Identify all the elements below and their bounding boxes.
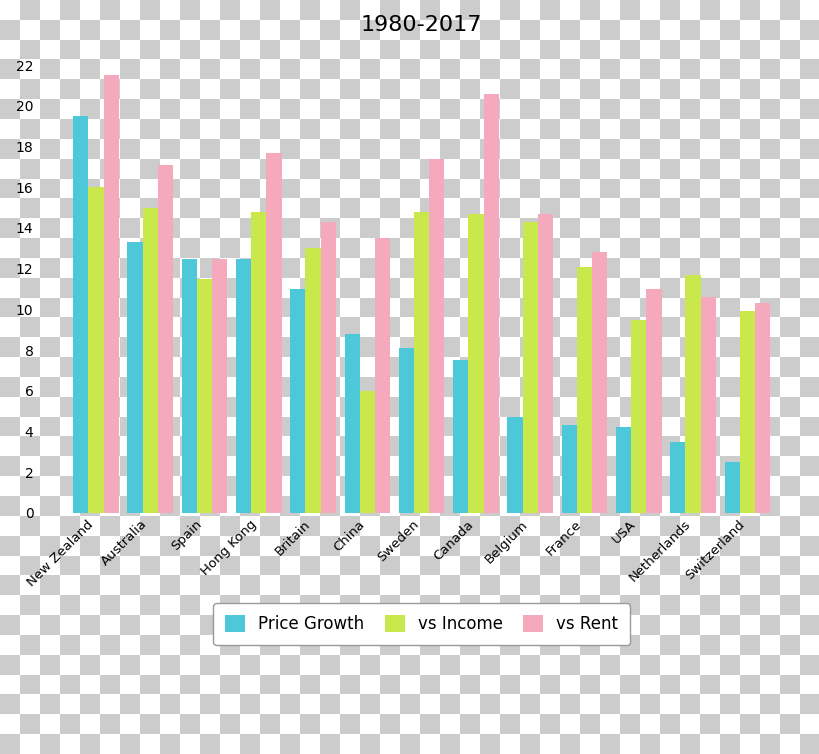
Bar: [305, 248, 320, 513]
Bar: [685, 274, 699, 513]
Bar: [591, 253, 607, 513]
Bar: [754, 303, 769, 513]
Bar: [127, 242, 143, 513]
Bar: [320, 222, 336, 513]
Bar: [374, 238, 390, 513]
Bar: [398, 348, 414, 513]
Legend: Price Growth, vs Income, vs Rent: Price Growth, vs Income, vs Rent: [213, 603, 629, 645]
Bar: [143, 207, 157, 513]
Title: 1980-2017: 1980-2017: [360, 15, 482, 35]
Bar: [483, 93, 498, 513]
Bar: [103, 75, 119, 513]
Bar: [360, 391, 374, 513]
Bar: [577, 267, 591, 513]
Bar: [507, 417, 522, 513]
Bar: [266, 153, 281, 513]
Bar: [414, 212, 428, 513]
Bar: [615, 428, 631, 513]
Bar: [669, 442, 685, 513]
Bar: [157, 165, 173, 513]
Bar: [739, 311, 754, 513]
Bar: [251, 212, 266, 513]
Bar: [453, 360, 468, 513]
Bar: [236, 259, 251, 513]
Bar: [197, 279, 212, 513]
Bar: [522, 222, 537, 513]
Bar: [344, 334, 360, 513]
Bar: [631, 320, 645, 513]
Bar: [699, 297, 715, 513]
Bar: [537, 213, 552, 513]
Bar: [73, 116, 88, 513]
Bar: [290, 289, 305, 513]
Bar: [88, 187, 103, 513]
Bar: [468, 213, 483, 513]
Bar: [182, 259, 197, 513]
Bar: [724, 462, 739, 513]
Bar: [645, 289, 661, 513]
Bar: [212, 259, 227, 513]
Bar: [561, 425, 577, 513]
Bar: [428, 159, 444, 513]
